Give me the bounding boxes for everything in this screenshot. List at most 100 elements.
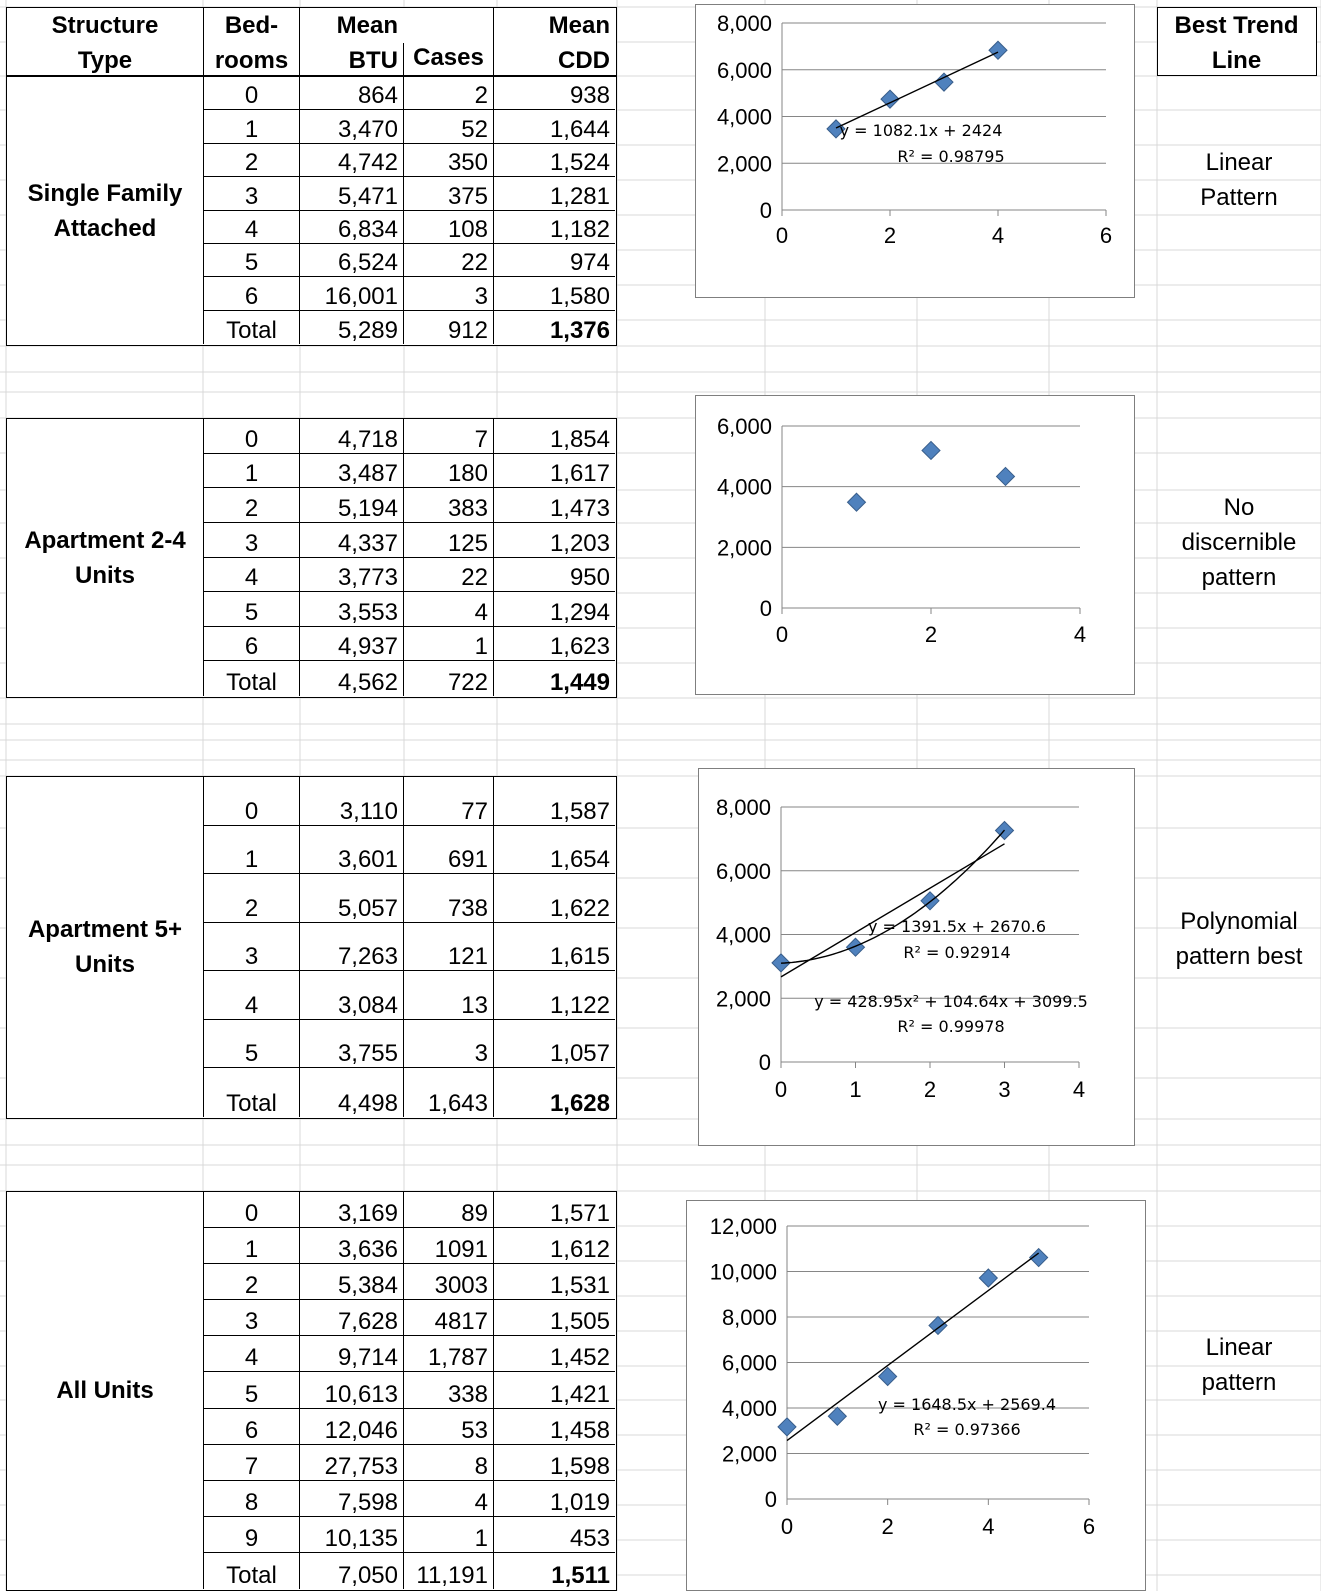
x-tick-label: 4	[992, 223, 1004, 248]
cases-cell: 691	[403, 825, 493, 875]
table-row: 3 4,337 125 1,203	[7, 522, 615, 558]
mean-btu-cell: 5,194	[299, 488, 403, 523]
y-tick-label: 0	[760, 596, 772, 621]
x-tick-label: 3	[998, 1077, 1010, 1102]
chart-svg: 0 2,000 4,000 6,000 8,000 0 1 2 3 4 y = 1391.5x + …	[716, 795, 1088, 1102]
mean-btu-cell: 3,636	[299, 1228, 403, 1265]
cases-cell: 383	[403, 488, 493, 523]
mean-btu-cell: 10,135	[299, 1516, 403, 1553]
cases-cell: 738	[403, 874, 493, 923]
x-tick-label: 2	[925, 622, 937, 647]
mean-btu-cell: 3,487	[299, 453, 403, 489]
cases-cell: 1091	[403, 1228, 493, 1265]
x-tick-label: 4	[982, 1514, 994, 1539]
x-tick-label: 2	[924, 1077, 936, 1102]
trendline-r-squared: R² = 0.97366	[913, 1420, 1020, 1439]
table-row: 1 3,601 691 1,654	[7, 825, 615, 875]
mean-btu-cell: 4,498	[299, 1068, 403, 1117]
mean-btu-cell: 3,470	[299, 110, 403, 144]
mean-cdd-cell: 1,511	[493, 1552, 615, 1589]
table-row: 5 10,613 338 1,421	[7, 1372, 615, 1409]
mean-cdd-cell: 1,622	[493, 874, 615, 923]
bedrooms-cell: 0	[203, 419, 299, 454]
table-row: 1 3,470 52 1,644	[7, 110, 615, 144]
bedrooms-cell: 6	[203, 626, 299, 662]
x-tick-label: 0	[776, 622, 788, 647]
mean-btu-cell: 3,553	[299, 592, 403, 627]
bedrooms-cell: 0	[203, 1192, 299, 1229]
mean-cdd-cell: 1,644	[493, 110, 615, 144]
data-point-marker	[877, 1366, 898, 1387]
mean-btu-cell: 5,471	[299, 177, 403, 211]
mean-cdd-cell: 1,531	[493, 1264, 615, 1301]
mean-cdd-cell: 1,587	[493, 777, 615, 826]
x-tick-label: 0	[781, 1514, 793, 1539]
mean-cdd-cell: 1,473	[493, 488, 615, 523]
x-tick-label: 2	[884, 223, 896, 248]
table-row: 6 12,046 53 1,458	[7, 1408, 615, 1445]
total-row: Total 7,050 11,191 1,511	[7, 1552, 615, 1589]
table-row: 0 864 2 938	[7, 77, 615, 111]
mean-btu-cell: 5,057	[299, 874, 403, 923]
bedrooms-cell: 8	[203, 1480, 299, 1517]
chart-svg: 0 2,000 4,000 6,000 0 2 4	[717, 414, 1086, 647]
bedrooms-cell: 0	[203, 77, 299, 111]
group-all-units: All Units 0 3,169 89 1,571 1 3,636 1091 1,612 2 5,…	[6, 1191, 617, 1591]
data-point-marker	[978, 1268, 999, 1288]
mean-btu-cell: 3,084	[299, 971, 403, 1020]
cases-cell: 2	[403, 77, 493, 111]
bedrooms-cell: 5	[203, 1372, 299, 1409]
data-point-marker	[921, 440, 941, 461]
mean-btu-cell: 5,384	[299, 1264, 403, 1301]
mean-btu-cell: 3,601	[299, 825, 403, 875]
bedrooms-cell: 3	[203, 1300, 299, 1337]
table-row: 1 3,636 1091 1,612	[7, 1228, 615, 1265]
mean-btu-cell: 3,110	[299, 777, 403, 826]
y-tick-label: 4,000	[716, 923, 771, 948]
table-row: 5 3,755 3 1,057	[7, 1019, 615, 1069]
data-point-marker	[1028, 1247, 1049, 1268]
bedrooms-cell: 9	[203, 1516, 299, 1553]
data-point-marker	[928, 1315, 948, 1336]
group-apartment-2-4-units: Apartment 2-4 Units 0 4,718 7 1,854 1 3,487 180…	[6, 418, 617, 698]
x-tick-label: 4	[1073, 1077, 1085, 1102]
y-tick-label: 4,000	[722, 1396, 777, 1421]
table-row: 4 3,773 22 950	[7, 557, 615, 593]
mean-btu-cell: 16,001	[299, 277, 403, 311]
mean-cdd-cell: 1,057	[493, 1019, 615, 1069]
mean-btu-cell: 4,718	[299, 419, 403, 454]
table-row: 5 3,553 4 1,294	[7, 592, 615, 627]
mean-cdd-cell: 1,421	[493, 1372, 615, 1409]
mean-btu-cell: 3,755	[299, 1019, 403, 1069]
table-row: 4 6,834 108 1,182	[7, 210, 615, 244]
table-row: 5 6,524 22 974	[7, 243, 615, 278]
mean-cdd-cell: 1,281	[493, 177, 615, 211]
bedrooms-cell: 2	[203, 143, 299, 178]
mean-cdd-cell: 1,854	[493, 419, 615, 454]
trend-label-apartment-2-4: No discernible pattern	[1181, 494, 1297, 591]
total-row: Total 4,498 1,643 1,628	[7, 1068, 615, 1117]
y-tick-label: 6,000	[716, 859, 771, 884]
chart-apartment-5-plus-units: 0 2,000 4,000 6,000 8,000 0 1 2 3 4 y = 1391.5x + …	[698, 768, 1135, 1146]
table-row: 7 27,753 8 1,598	[7, 1444, 615, 1481]
bedrooms-cell: Total	[203, 310, 299, 344]
y-tick-label: 8,000	[717, 11, 772, 36]
total-row: Total 5,289 912 1,376	[7, 310, 615, 344]
mean-btu-cell: 10,613	[299, 1372, 403, 1409]
x-tick-label: 1	[849, 1077, 861, 1102]
mean-btu-cell: 7,598	[299, 1480, 403, 1517]
y-tick-label: 0	[759, 1050, 771, 1075]
header-bedrooms: Bed- rooms	[203, 8, 299, 77]
mean-btu-cell: 3,773	[299, 557, 403, 593]
bedrooms-cell: 1	[203, 453, 299, 489]
mean-btu-cell: 4,337	[299, 522, 403, 558]
cases-cell: 1,643	[403, 1068, 493, 1117]
bedrooms-cell: 6	[203, 277, 299, 311]
trend-label-apartment-5-plus: Polynomial pattern best	[1175, 908, 1303, 970]
mean-cdd-cell: 1,623	[493, 626, 615, 662]
data-point-marker	[845, 937, 866, 957]
table-header: Structure Type Bed- rooms Mean BTU Cases…	[6, 7, 617, 77]
table-row: 0 3,110 77 1,587	[7, 777, 615, 826]
data-point-marker	[827, 1406, 848, 1426]
table-row: 1 3,487 180 1,617	[7, 453, 615, 489]
